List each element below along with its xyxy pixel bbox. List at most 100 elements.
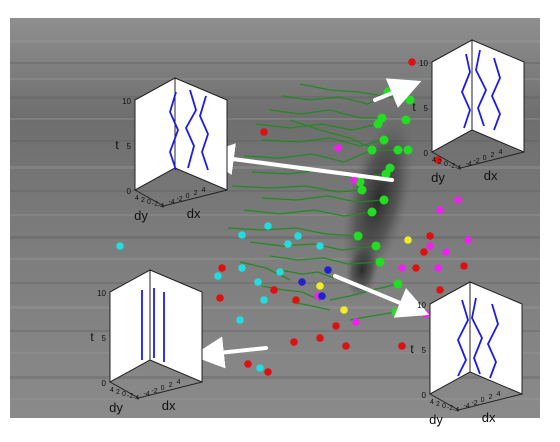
texture-streak xyxy=(10,258,540,260)
point-cyan xyxy=(316,242,324,250)
trajectory xyxy=(249,241,377,251)
inset-dx-tick: 2 xyxy=(194,190,198,197)
inset-dy-tick: 0 xyxy=(444,161,448,168)
point-green xyxy=(401,115,411,125)
inset-dx-tick: -2 xyxy=(176,196,182,203)
texture-streak xyxy=(10,236,540,239)
inset-dx-label: dx xyxy=(482,410,496,425)
texture-streak xyxy=(10,166,540,169)
inset-t-tick: 5 xyxy=(127,142,132,151)
texture-streak xyxy=(10,398,540,400)
inset-dy-tick: 2 xyxy=(438,159,442,166)
point-cyan xyxy=(238,264,246,272)
inset-dx-label: dx xyxy=(484,168,498,183)
texture-streak xyxy=(10,62,540,64)
point-red xyxy=(436,286,444,294)
inset-trajectory-curve xyxy=(184,89,197,169)
inset-dy-tick: 2 xyxy=(141,197,145,204)
inset-dx-tick: -2 xyxy=(473,158,479,165)
point-red xyxy=(260,128,268,136)
texture-streak xyxy=(10,306,540,309)
texture-streak xyxy=(10,40,540,43)
inset-dy-tick: 4 xyxy=(432,157,436,164)
trajectory xyxy=(255,123,379,131)
trajectory xyxy=(289,119,398,151)
inset-floor-edge xyxy=(109,381,203,399)
point-magenta xyxy=(426,242,434,250)
point-green xyxy=(379,195,389,205)
inset-trajectory-curve xyxy=(475,49,487,127)
trajectory xyxy=(261,137,385,147)
point-magenta xyxy=(350,176,358,184)
trajectory xyxy=(243,209,373,217)
inset-dx-tick: 2 xyxy=(489,394,493,401)
point-yellow xyxy=(340,306,348,314)
point-red xyxy=(264,368,272,376)
inset-dy-tick: -4 xyxy=(455,165,461,172)
point-green xyxy=(385,163,395,173)
point-red xyxy=(426,232,434,240)
trajectory xyxy=(279,269,335,279)
inset-dy-tick: -2 xyxy=(447,405,453,412)
inset-trajectory-curve xyxy=(199,95,209,171)
inset-trajectory-curve xyxy=(169,91,179,171)
inset-t-tick: 0 xyxy=(127,187,132,196)
point-magenta xyxy=(436,206,444,214)
inset-dy-tick: 4 xyxy=(430,399,434,406)
point-red xyxy=(218,264,226,272)
inset-dy-tick: 0 xyxy=(147,199,151,206)
inset-t-tick: 5 xyxy=(102,334,107,343)
inset-dy-tick: 4 xyxy=(110,387,114,394)
point-green xyxy=(367,145,377,155)
texture-streak xyxy=(10,376,540,379)
inset-dy-tick: -4 xyxy=(133,395,139,402)
inset-trajectory-curve xyxy=(457,299,469,377)
inset-dx-tick: 2 xyxy=(491,152,495,159)
point-cyan xyxy=(294,232,302,240)
point-magenta xyxy=(442,248,450,256)
point-red xyxy=(316,334,324,342)
inset-t-tick: 5 xyxy=(422,346,427,355)
trajectory xyxy=(227,227,359,237)
inset-trajectory-curve xyxy=(461,53,471,129)
inset-dx-tick: 0 xyxy=(481,397,485,404)
inset-dx-tick: -2 xyxy=(471,400,477,407)
inset-dx-tick: -2 xyxy=(151,388,157,395)
point-magenta xyxy=(454,196,462,204)
point-cyan xyxy=(260,296,268,304)
inset-t-tick: 10 xyxy=(97,289,106,298)
point-green xyxy=(393,145,403,155)
point-red xyxy=(420,248,428,256)
trajectory xyxy=(261,195,385,203)
texture-streak xyxy=(10,118,540,120)
inset-trajectory-curve xyxy=(491,57,501,131)
point-cyan xyxy=(238,231,246,239)
inset-dx-tick: 4 xyxy=(499,149,503,156)
inset-dy-tick: -4 xyxy=(453,407,459,414)
inset-t-tick: 10 xyxy=(417,301,426,310)
texture-streak xyxy=(10,78,540,80)
inset-t-tick: 0 xyxy=(102,379,107,388)
point-green xyxy=(367,207,377,217)
point-magenta xyxy=(398,264,406,272)
inset-dx-label: dx xyxy=(162,398,176,413)
inset-t-label: t xyxy=(412,100,416,114)
point-green xyxy=(353,231,363,241)
inset-dy-label: dy xyxy=(109,400,123,415)
inset-dy-tick: -2 xyxy=(127,393,133,400)
inset-dy-label: dy xyxy=(134,208,148,223)
point-red xyxy=(412,264,420,272)
point-magenta xyxy=(434,264,442,272)
point-magenta xyxy=(464,236,472,244)
inset-dx-tick: -4 xyxy=(463,403,469,410)
inset-dy-label: dy xyxy=(429,412,443,427)
point-red xyxy=(434,156,442,164)
point-green xyxy=(403,145,413,155)
inset-dx-tick: 2 xyxy=(169,382,173,389)
point-cyan xyxy=(254,278,262,286)
inset-t-tick: 5 xyxy=(424,104,429,113)
point-cyan xyxy=(214,272,222,280)
